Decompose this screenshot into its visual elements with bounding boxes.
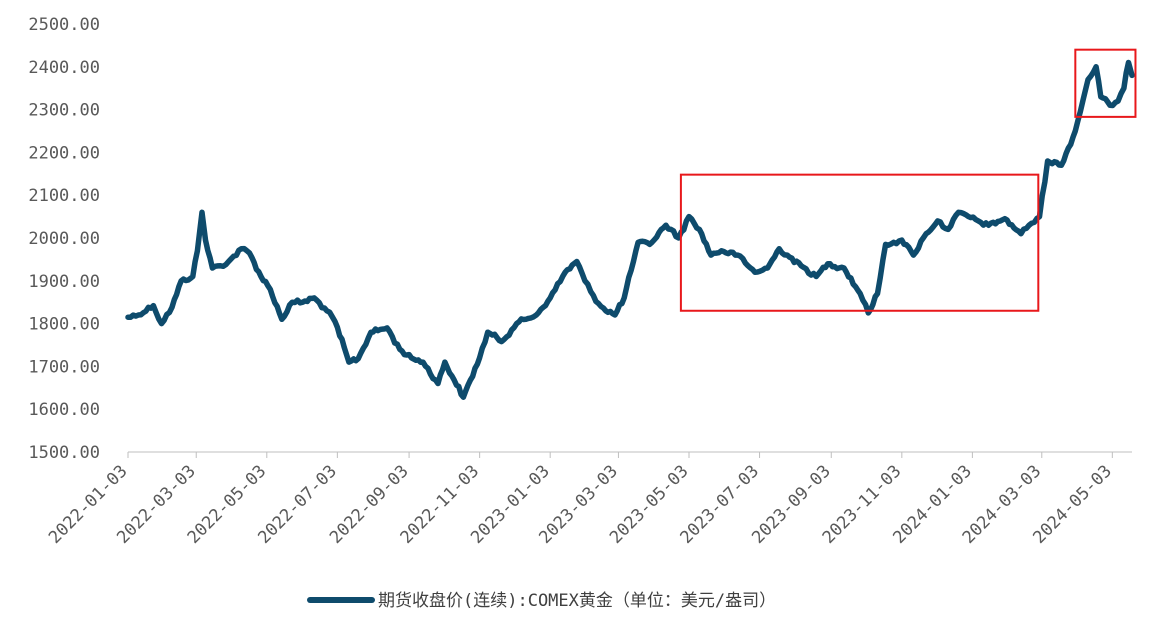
series-line: [125, 59, 1135, 400]
y-tick-label: 1800.00: [28, 315, 100, 335]
y-axis: 1500.00 1600.00 1700.00 1800.00 1900.00 2000.…: [28, 15, 100, 463]
y-tick-label: 2400.00: [28, 58, 100, 78]
y-tick-label: 2500.00: [28, 15, 100, 35]
y-tick-label: 2200.00: [28, 143, 100, 163]
y-tick-label: 1600.00: [28, 400, 100, 420]
highlight-box: [679, 173, 1040, 312]
highlight-box: [1074, 48, 1137, 118]
series-layer: [125, 59, 1135, 400]
legend-label: 期货收盘价(连续):COMEX黄金（单位：美元/盎司）: [378, 591, 776, 611]
y-tick-label: 1500.00: [28, 443, 100, 463]
annotation-layer: [679, 48, 1137, 312]
y-tick-label: 1700.00: [28, 357, 100, 377]
y-tick-label: 1900.00: [28, 272, 100, 292]
y-tick-label: 2300.00: [28, 101, 100, 121]
x-axis: 2022-01-032022-03-032022-05-032022-07-03…: [45, 451, 1132, 548]
y-tick-label: 2100.00: [28, 186, 100, 206]
y-tick-label: 2000.00: [28, 229, 100, 249]
legend: 期货收盘价(连续):COMEX黄金（单位：美元/盎司）: [307, 591, 776, 611]
